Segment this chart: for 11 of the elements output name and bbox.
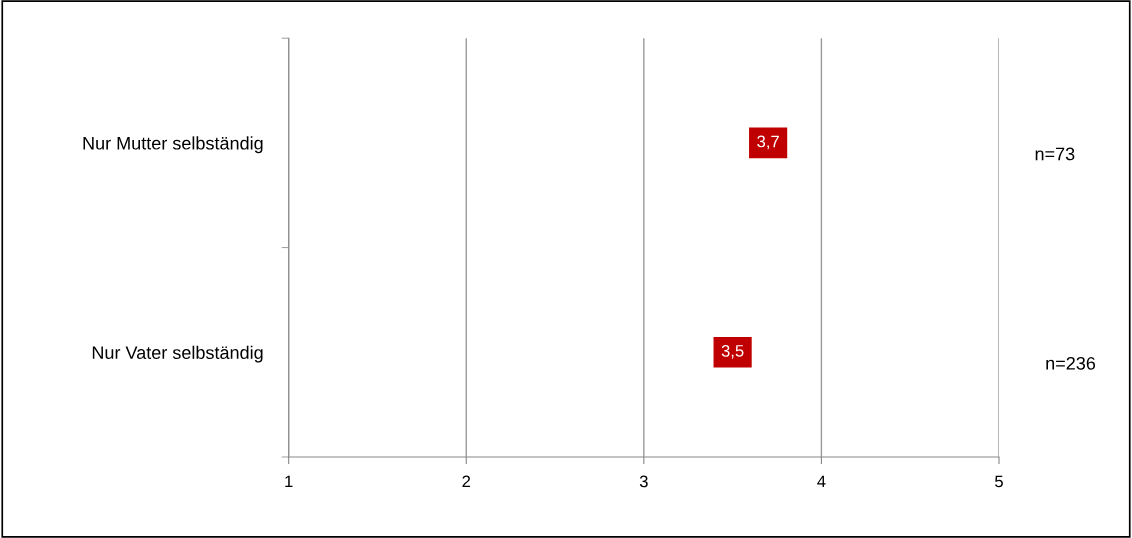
data-label: 3,5 — [721, 344, 744, 359]
x-tick-label: 5 — [995, 475, 1003, 488]
y-tick-label: Nur Vater selbständig — [92, 345, 263, 363]
x-tick-label: 3 — [639, 475, 648, 488]
data-label: 3,7 — [757, 135, 779, 150]
text: n=73 — [1035, 147, 1075, 161]
text: n=236 — [1046, 356, 1096, 370]
y-tick-label: Nur Mutter selbständig — [83, 136, 263, 154]
x-tick-label: 4 — [817, 475, 826, 488]
x-tick-label: 2 — [462, 475, 471, 488]
x-tick-label: 1 — [285, 475, 293, 488]
